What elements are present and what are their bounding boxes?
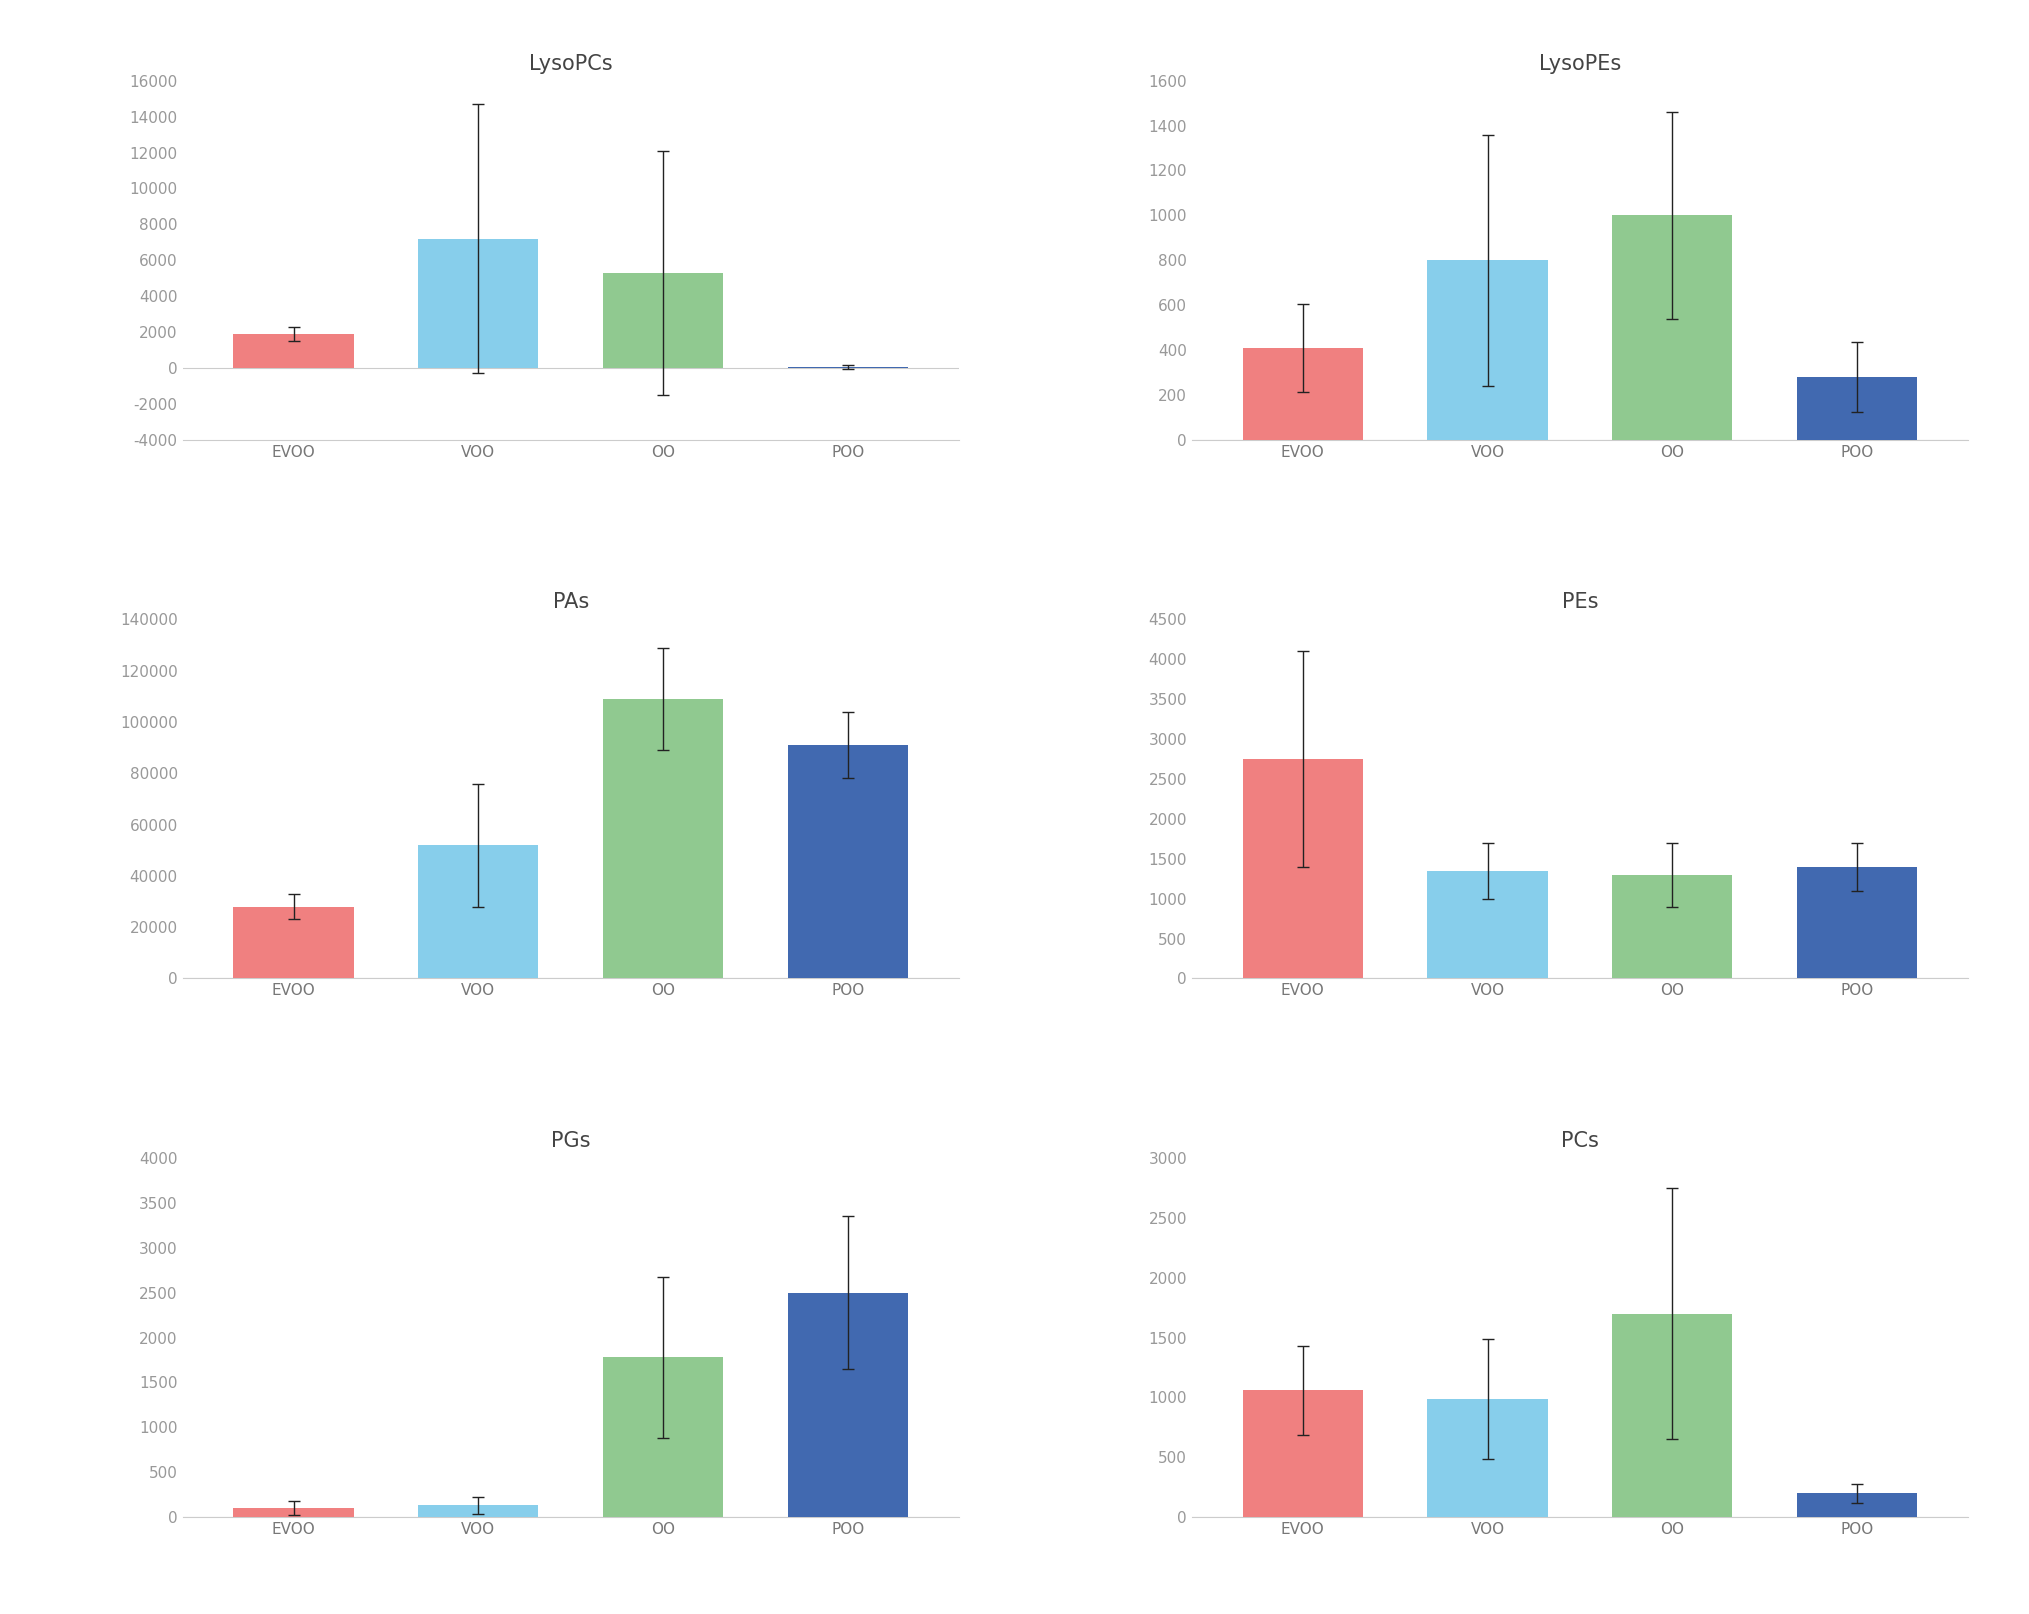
Bar bbox=[1428, 260, 1548, 441]
Bar bbox=[787, 746, 909, 978]
Title: PCs: PCs bbox=[1560, 1131, 1599, 1151]
Bar bbox=[1242, 1390, 1363, 1517]
Bar bbox=[233, 1507, 353, 1517]
Title: PEs: PEs bbox=[1562, 592, 1599, 612]
Title: LysoPCs: LysoPCs bbox=[530, 53, 613, 74]
Bar bbox=[1613, 875, 1733, 978]
Bar bbox=[233, 334, 353, 368]
Bar bbox=[603, 699, 722, 978]
Bar bbox=[418, 846, 538, 978]
Bar bbox=[1428, 1399, 1548, 1517]
Bar bbox=[1242, 759, 1363, 978]
Bar bbox=[787, 1293, 909, 1517]
Bar bbox=[1613, 215, 1733, 441]
Title: PGs: PGs bbox=[552, 1131, 590, 1151]
Bar bbox=[1613, 1314, 1733, 1517]
Bar bbox=[1428, 872, 1548, 978]
Bar bbox=[1798, 1493, 1917, 1517]
Bar bbox=[1798, 378, 1917, 441]
Bar bbox=[418, 1506, 538, 1517]
Title: PAs: PAs bbox=[552, 592, 588, 612]
Bar bbox=[233, 907, 353, 978]
Title: LysoPEs: LysoPEs bbox=[1538, 53, 1621, 74]
Bar bbox=[1798, 867, 1917, 978]
Bar bbox=[603, 1357, 722, 1517]
Bar bbox=[418, 239, 538, 368]
Bar bbox=[603, 273, 722, 368]
Bar bbox=[1242, 347, 1363, 441]
